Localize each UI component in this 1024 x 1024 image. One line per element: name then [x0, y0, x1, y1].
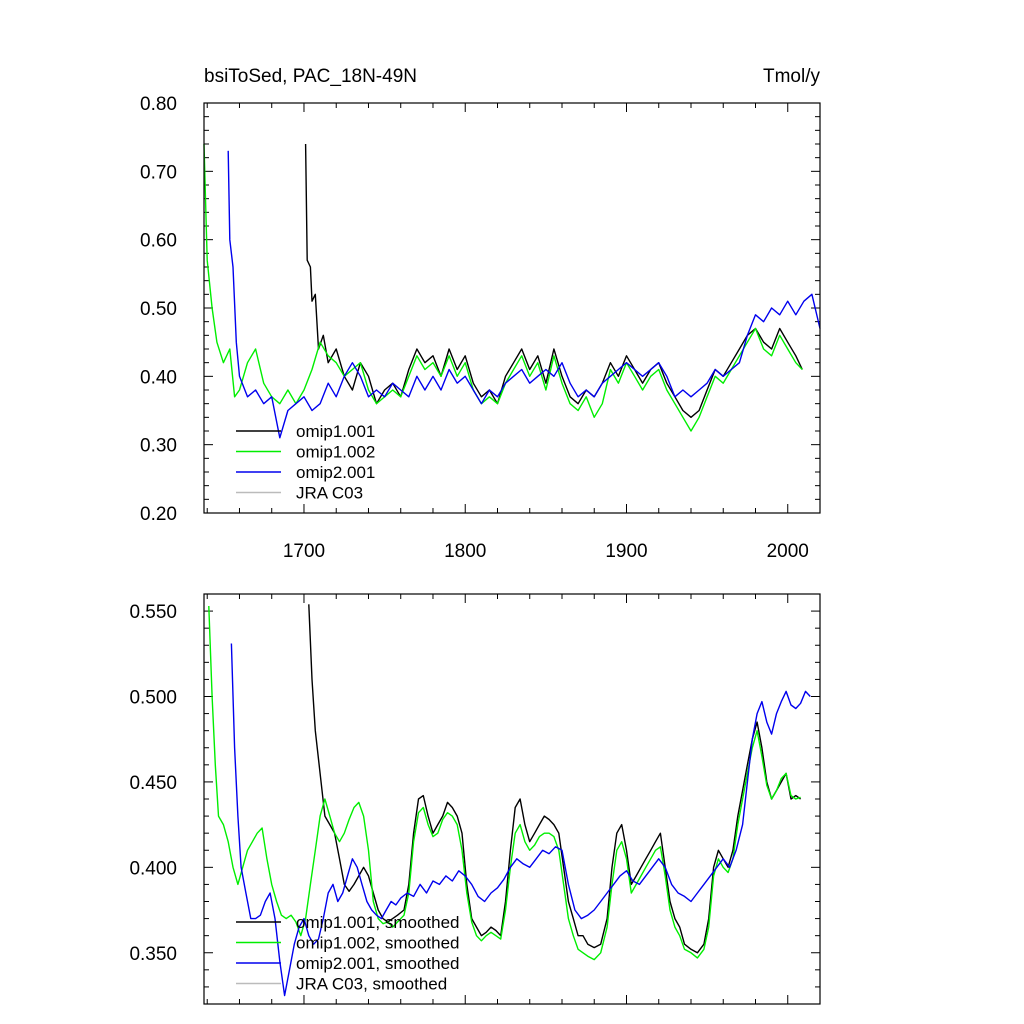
bottom-ytick-label: 0.550 [129, 602, 177, 623]
top-ytick-label: 0.30 [140, 436, 177, 457]
top-ytick-label: 0.80 [140, 94, 177, 115]
bottom-plot-frame [203, 593, 821, 1005]
top-series-omip1-002 [203, 143, 803, 432]
bottom-series-omip1-002-smoothed [208, 605, 801, 961]
top-title-right: Tmol/y [763, 66, 821, 87]
top-xtick-label: 1800 [444, 541, 486, 562]
bottom-legend-label: omip1.001, smoothed [296, 913, 460, 932]
bottom-series-omip2-001-smoothed [230, 643, 811, 997]
bottom-ticks: 0.350 0.400 0.450 0.500 0.550 [129, 593, 821, 1005]
top-legend-label: omip2.001 [296, 463, 375, 482]
top-ytick-label: 0.60 [140, 231, 177, 252]
top-ticks: 0.20 0.30 0.40 0.50 0.60 0.70 0.80 1700 1800 1900… [140, 94, 821, 562]
top-xtick-label: 2000 [767, 541, 809, 562]
bottom-ytick-label: 0.450 [129, 773, 177, 794]
top-ytick-label: 0.50 [140, 299, 177, 320]
top-legend-label: omip1.002 [296, 443, 375, 462]
top-ytick-label: 0.70 [140, 162, 177, 183]
bottom-ytick-label: 0.400 [129, 858, 177, 879]
top-series-omip2-001 [227, 150, 821, 439]
bottom-legend-label: omip2.001, smoothed [296, 954, 460, 973]
top-ytick-label: 0.40 [140, 367, 177, 388]
top-series-group [203, 143, 821, 439]
top-xtick-label: 1900 [605, 541, 647, 562]
top-legend-label: omip1.001 [296, 422, 375, 441]
top-xtick-label: 1700 [283, 541, 325, 562]
bottom-ytick-label: 0.500 [129, 688, 177, 709]
bottom-series-group [208, 604, 811, 997]
top-title-left: bsiToSed, PAC_18N-49N [204, 66, 417, 87]
bottom-legend-label: JRA C03, smoothed [296, 975, 447, 994]
bottom-panel: 0.350 0.400 0.450 0.500 0.550 omip1.001, smo… [129, 593, 821, 1005]
bottom-legend: omip1.001, smoothed omip1.002, smoothedom… [236, 913, 460, 994]
top-panel: bsiToSed, PAC_18N-49N Tmol/y 0.20 0.30 0.4… [140, 66, 821, 562]
top-ytick-label: 0.20 [140, 504, 177, 525]
bottom-ytick-label: 0.350 [129, 944, 177, 965]
bottom-series-omip1-001-smoothed [308, 604, 802, 954]
bottom-legend-label: omip1.002, smoothed [296, 934, 460, 953]
top-plot-frame [203, 102, 821, 514]
top-legend-label: JRA C03 [296, 484, 363, 503]
